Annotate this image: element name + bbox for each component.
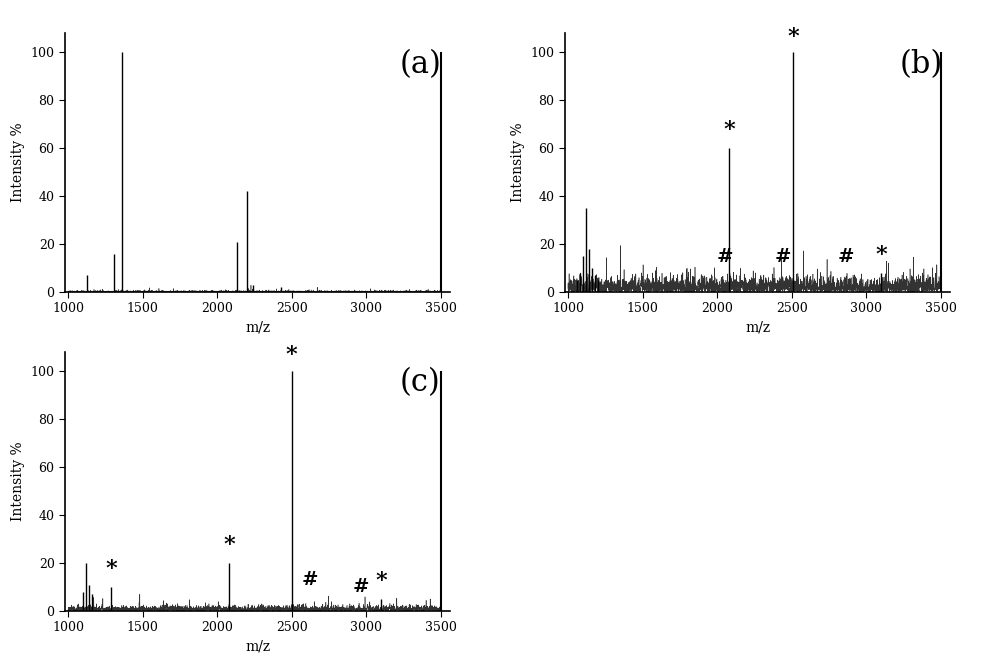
X-axis label: m/z: m/z (745, 321, 770, 335)
X-axis label: m/z: m/z (245, 321, 270, 335)
Text: *: * (787, 26, 799, 48)
Text: *: * (223, 534, 235, 556)
Text: *: * (286, 345, 298, 367)
Text: (c): (c) (400, 367, 441, 398)
Y-axis label: Intensity %: Intensity % (11, 442, 25, 521)
Text: (b): (b) (900, 48, 943, 80)
Y-axis label: Intensity %: Intensity % (511, 123, 525, 203)
X-axis label: m/z: m/z (245, 639, 270, 653)
Text: #: # (301, 571, 318, 590)
Text: *: * (723, 119, 735, 141)
Text: (a): (a) (400, 48, 442, 80)
Text: #: # (837, 248, 854, 266)
Text: *: * (375, 570, 387, 592)
Y-axis label: Intensity %: Intensity % (11, 123, 25, 203)
Text: *: * (105, 558, 117, 580)
Text: #: # (352, 578, 369, 596)
Text: *: * (875, 244, 887, 266)
Text: #: # (716, 248, 733, 266)
Text: #: # (775, 248, 791, 266)
